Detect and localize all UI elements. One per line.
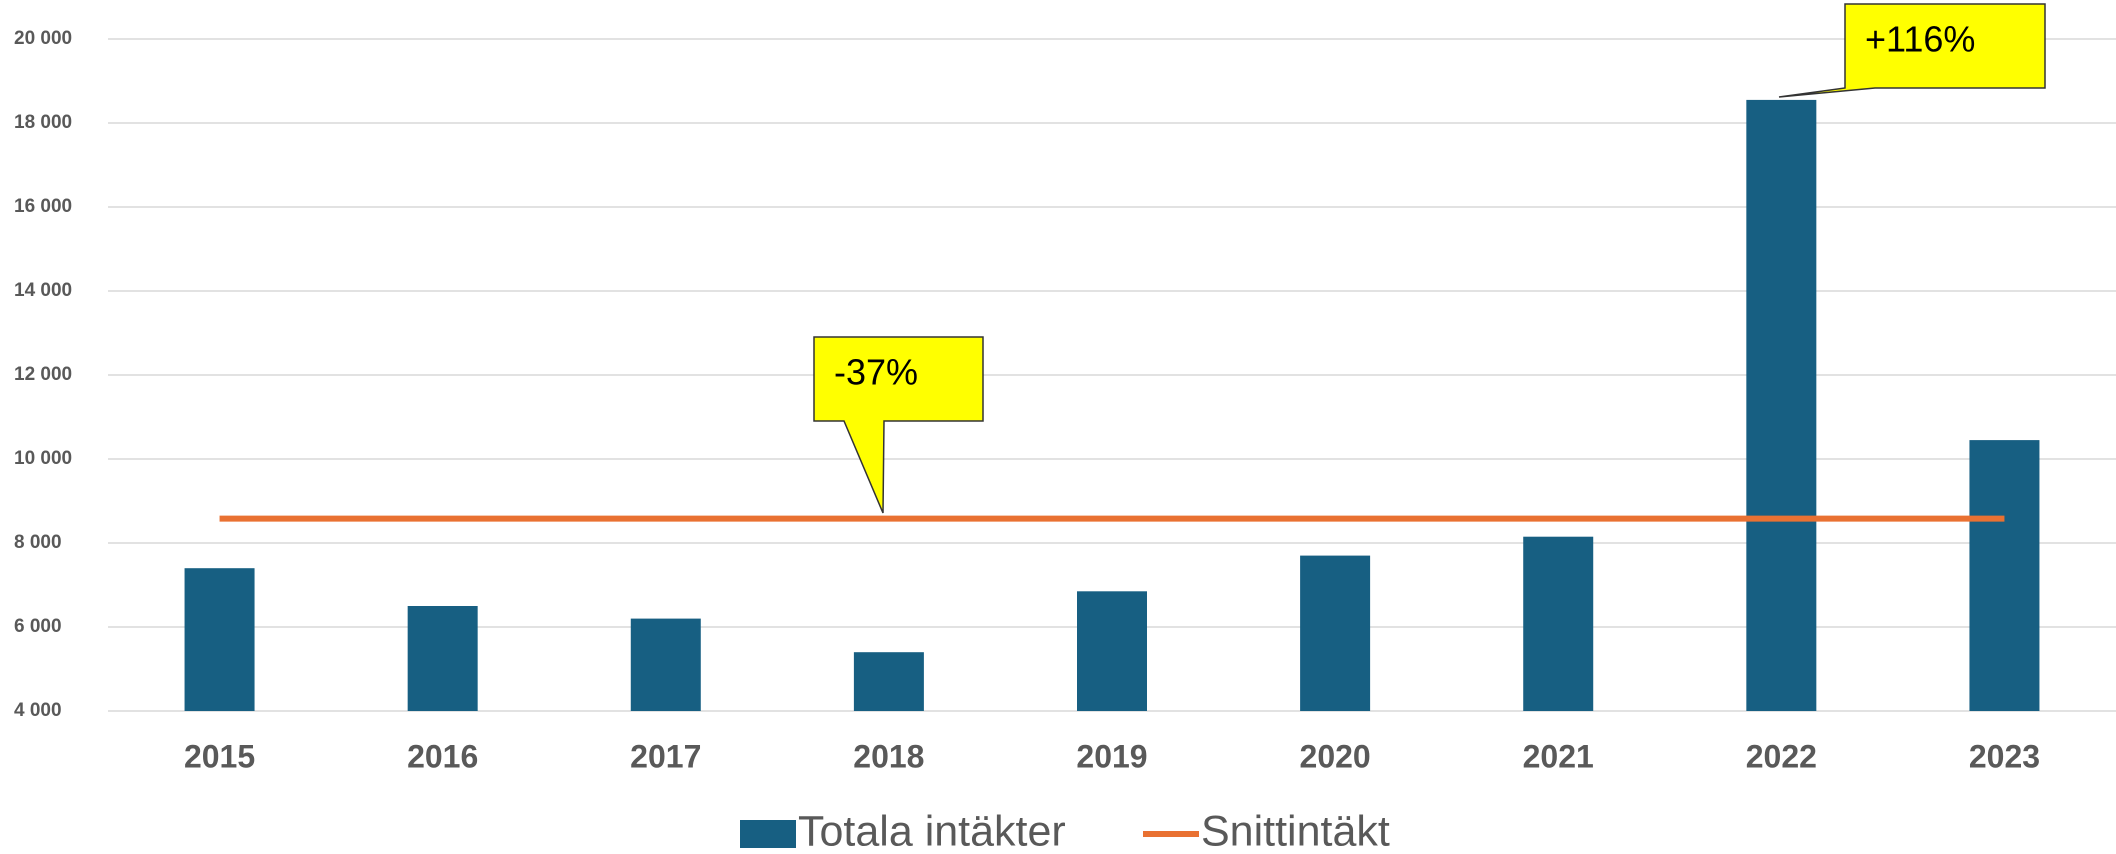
bar (1523, 536, 1594, 711)
y-tick-label: 20 000 (14, 28, 72, 49)
x-tick-label: 2022 (1746, 738, 1817, 774)
callout-label: +116% (1865, 19, 1975, 60)
bar (1300, 555, 1371, 711)
x-tick-label: 2015 (184, 738, 255, 774)
y-tick-label: 12 000 (14, 364, 72, 385)
y-tick-label: 10 000 (14, 448, 72, 469)
bar (853, 652, 924, 711)
callout-label: -37% (834, 352, 918, 393)
legend-label: Totala intäkter (798, 807, 1066, 854)
x-tick-label: 2016 (407, 738, 478, 774)
x-tick-label: 2017 (630, 738, 701, 774)
x-tick-label: 2018 (853, 738, 924, 774)
bar (1077, 591, 1147, 711)
y-tick-label: 14 000 (14, 280, 72, 301)
x-tick-label: 2020 (1300, 738, 1371, 774)
x-tick-label: 2019 (1076, 738, 1147, 774)
x-tick-label: 2023 (1969, 738, 2040, 774)
y-tick-label: 18 000 (14, 112, 72, 133)
legend-label: Snittintäkt (1201, 807, 1390, 854)
y-tick-label: 8 000 (14, 532, 62, 553)
y-tick-label: 16 000 (14, 196, 72, 217)
bar (407, 606, 478, 711)
y-tick-label: 6 000 (14, 616, 62, 637)
bar (1969, 440, 2040, 711)
y-tick-label: 4 000 (14, 700, 62, 721)
bar (630, 618, 701, 711)
callout-box (1778, 3, 2046, 98)
bar (1746, 99, 1817, 711)
x-tick-label: 2021 (1523, 738, 1594, 774)
bar (184, 568, 255, 711)
legend-swatch (740, 820, 796, 848)
callout-box (813, 336, 984, 514)
